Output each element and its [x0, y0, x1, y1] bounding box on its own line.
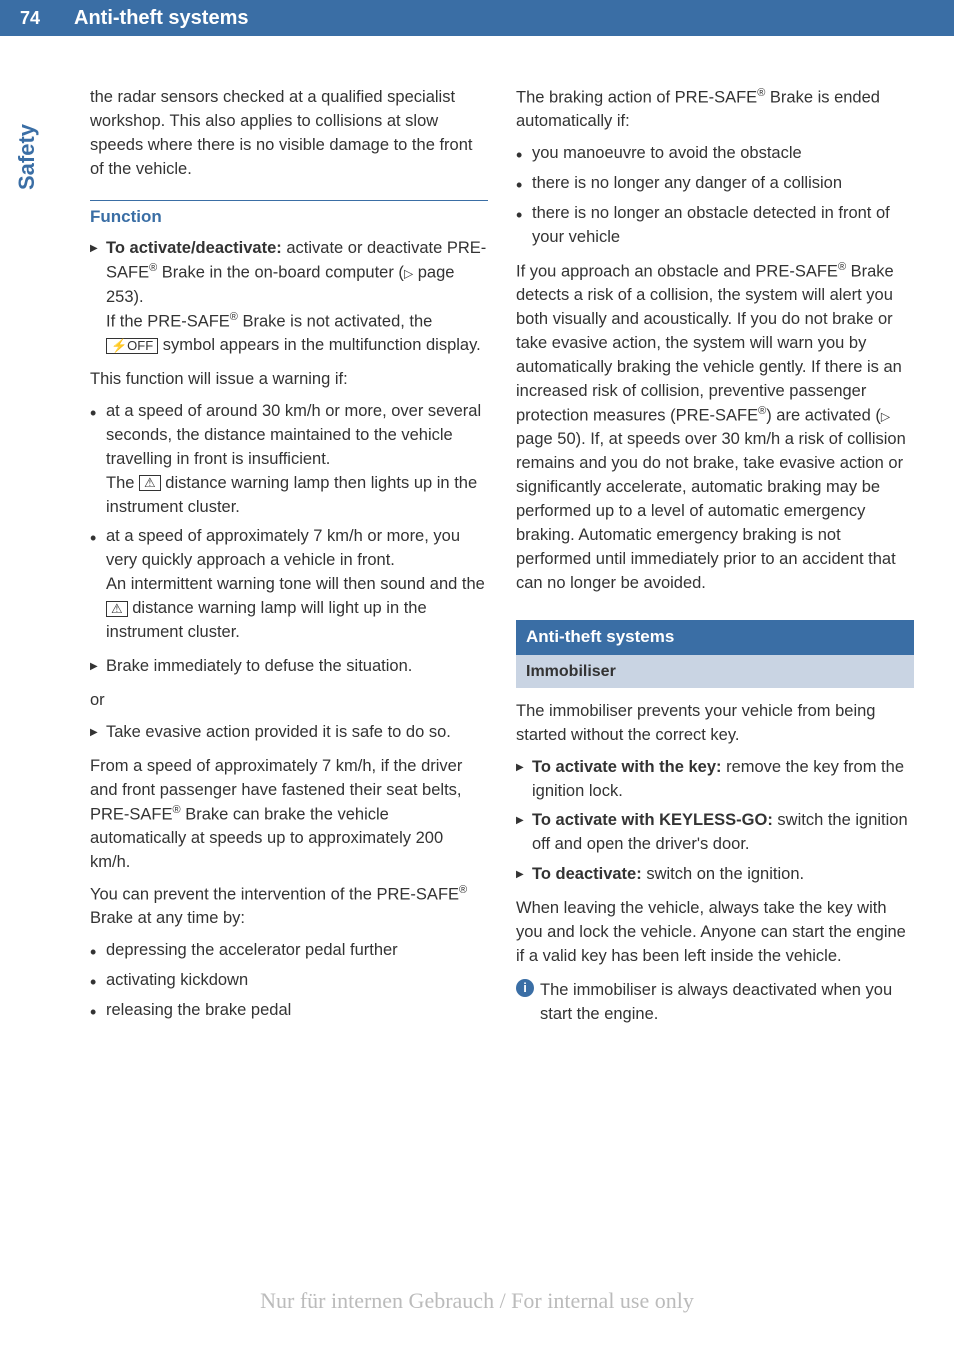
- from-speed-para: From a speed of approximately 7 km/h, if…: [90, 755, 488, 875]
- bullet2a: at a speed of approximately 7 km/h or mo…: [106, 527, 460, 569]
- bullet2b-pre: An intermittent warning tone will then s…: [106, 575, 485, 593]
- page-number: 74: [0, 8, 60, 29]
- brake-item: Brake immediately to defuse the situatio…: [90, 655, 488, 679]
- prevent-b2: activating kickdown: [90, 969, 488, 993]
- info-block: i The immobiliser is always deactivated …: [516, 979, 914, 1027]
- bullet1a: at a speed of around 30 km/h or more, ov…: [106, 402, 481, 468]
- bullet1b-post: distance warning lamp then lights up in …: [106, 474, 477, 516]
- if-not-act2: Brake is not activated, the: [238, 312, 432, 330]
- braking-para: The braking action of PRE-SAFE® Brake is…: [516, 86, 914, 134]
- approach3: ) are activated (: [766, 407, 881, 425]
- activate-list: To activate/deactivate: activate or deac…: [90, 237, 488, 358]
- intro-paragraph: the radar sensors checked at a qualified…: [90, 86, 488, 182]
- content-area: the radar sensors checked at a qualified…: [0, 36, 954, 1033]
- tri-icon2: ▷: [881, 410, 890, 424]
- deact-item: To deactivate: switch on the ignition.: [516, 863, 914, 887]
- action-list2: Take evasive action provided it is safe …: [90, 721, 488, 745]
- or-text: or: [90, 689, 488, 713]
- leaving-para: When leaving the vehicle, always take th…: [516, 897, 914, 969]
- side-tab: Safety: [14, 124, 40, 190]
- prevent1: You can prevent the intervention of the …: [90, 885, 459, 903]
- immob-intro: The immobiliser prevents your vehicle fr…: [516, 700, 914, 748]
- prevent-para: You can prevent the intervention of the …: [90, 883, 488, 931]
- ended-list: you manoeuvre to avoid the obstacle ther…: [516, 142, 914, 250]
- off-icon: ⚡OFF: [106, 338, 158, 354]
- approach1: If you approach an obstacle and PRE-SAFE: [516, 263, 838, 281]
- prevent-list: depressing the accelerator pedal further…: [90, 939, 488, 1023]
- right-column: The braking action of PRE-SAFE® Brake is…: [516, 86, 914, 1033]
- prevent2: Brake at any time by:: [90, 909, 245, 927]
- braking1: The braking action of PRE-SAFE: [516, 89, 757, 107]
- symbol-text: symbol appears in the multifunction disp…: [158, 336, 481, 354]
- reg-sup4: ®: [459, 884, 467, 896]
- reg-sup7: ®: [758, 405, 766, 417]
- approach-para: If you approach an obstacle and PRE-SAFE…: [516, 260, 914, 596]
- tri-icon: ▷: [404, 267, 413, 281]
- deact-label: To deactivate:: [532, 865, 642, 883]
- action-list1: Brake immediately to defuse the situatio…: [90, 655, 488, 679]
- reg-sup3: ®: [173, 804, 181, 816]
- deact-text: switch on the ignition.: [642, 865, 804, 883]
- watermark: Nur für internen Gebrauch / For internal…: [0, 1288, 954, 1314]
- act-keyless-label: To activate with KEYLESS-GO:: [532, 811, 773, 829]
- warning-intro: This function will issue a warning if:: [90, 368, 488, 392]
- reg-sup2: ®: [230, 311, 238, 323]
- reg-sup: ®: [149, 262, 157, 274]
- warning-item2: at a speed of approximately 7 km/h or mo…: [90, 525, 488, 645]
- ended-b2: there is no longer any danger of a colli…: [516, 172, 914, 196]
- act-key-item: To activate with the key: remove the key…: [516, 756, 914, 804]
- bullet2b-post: distance warning lamp will light up in t…: [106, 599, 427, 641]
- header-title: Anti-theft systems: [60, 7, 248, 30]
- approach2: Brake detects a risk of a collision, the…: [516, 263, 902, 425]
- activate-text2: Brake in the on-board computer (: [157, 264, 404, 282]
- page-header: 74 Anti-theft systems: [0, 0, 954, 36]
- left-column: the radar sensors checked at a qualified…: [90, 86, 488, 1033]
- evasive-item: Take evasive action provided it is safe …: [90, 721, 488, 745]
- act-keyless-item: To activate with KEYLESS-GO: switch the …: [516, 809, 914, 857]
- warning-item1: at a speed of around 30 km/h or more, ov…: [90, 400, 488, 520]
- bullet1b-pre: The: [106, 474, 139, 492]
- function-heading: Function: [90, 200, 488, 230]
- warning-list: at a speed of around 30 km/h or more, ov…: [90, 400, 488, 645]
- ended-b3: there is no longer an obstacle detected …: [516, 202, 914, 250]
- act-key-label: To activate with the key:: [532, 758, 722, 776]
- prevent-b1: depressing the accelerator pedal further: [90, 939, 488, 963]
- sub-title: Immobiliser: [516, 655, 914, 688]
- warn-icon1: ⚠: [139, 475, 161, 491]
- prevent-b3: releasing the brake pedal: [90, 999, 488, 1023]
- reg-sup6: ®: [838, 261, 846, 273]
- warn-icon2: ⚠: [106, 601, 128, 617]
- section-title: Anti-theft systems: [516, 620, 914, 655]
- activate-item: To activate/deactivate: activate or deac…: [90, 237, 488, 358]
- info-text: The immobiliser is always deactivated wh…: [540, 979, 914, 1027]
- info-icon: i: [516, 979, 534, 997]
- page-ref2: page 50). If, at speeds over 30 km/h a r…: [516, 430, 906, 592]
- immob-list: To activate with the key: remove the key…: [516, 756, 914, 888]
- if-not-act1: If the PRE-SAFE: [106, 312, 230, 330]
- activate-label: To activate/deactivate:: [106, 239, 282, 257]
- ended-b1: you manoeuvre to avoid the obstacle: [516, 142, 914, 166]
